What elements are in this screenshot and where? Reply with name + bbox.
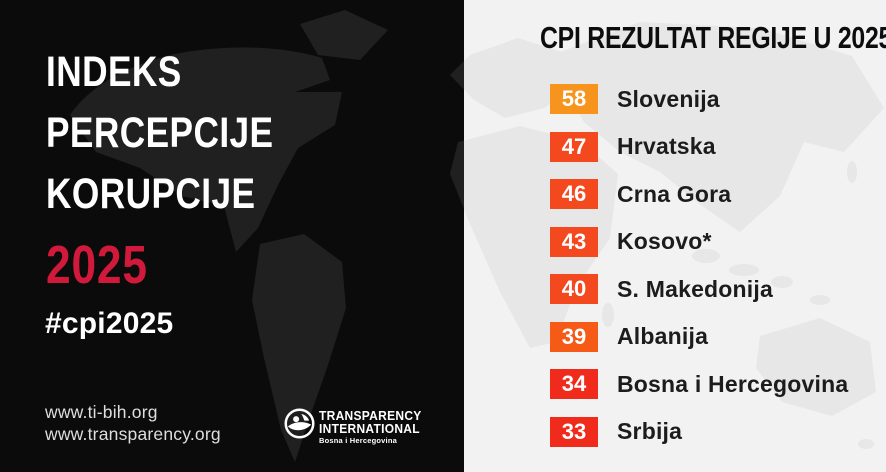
score-badge: 58 (550, 84, 598, 114)
score-badge: 39 (550, 321, 598, 352)
score-badge: 40 (550, 274, 598, 304)
country-label: Albanija (617, 323, 709, 349)
country-score-list: 58 Slovenija 47 Hrvatska 46 Crna Gora 43… (550, 84, 848, 464)
country-row: 58 Slovenija (550, 84, 848, 114)
url-transparency: www.transparency.org (45, 423, 221, 444)
score-badge: 33 (550, 416, 598, 447)
ti-logo-text: TRANSPARENCY INTERNATIONAL Bosna i Herce… (319, 410, 426, 446)
country-label: Bosna i Hercegovina (617, 370, 849, 397)
country-row: 43 Kosovo* (550, 226, 848, 257)
list-title: CPI REZULTAT REGIJE U 2025 (540, 20, 886, 55)
ti-logo-name-line2: INTERNATIONAL (319, 422, 420, 436)
page-title-line: INDEKS (46, 48, 182, 96)
ti-globe-icon (284, 408, 315, 439)
year-label: 2025 (46, 235, 148, 295)
score-badge: 47 (550, 131, 598, 162)
ti-logo-chapter: Bosna i Hercegovina (319, 436, 397, 445)
country-label: Srbija (617, 418, 683, 444)
page-title: INDEKS PERCEPCIJE KORUPCIJE (46, 42, 273, 225)
score-badge: 43 (550, 226, 598, 257)
hashtag-label: #cpi2025 (45, 307, 174, 340)
country-row: 33 Srbija (550, 416, 848, 447)
country-label: Kosovo* (617, 228, 712, 254)
country-row: 34 Bosna i Hercegovina (550, 369, 848, 399)
country-row: 46 Crna Gora (550, 179, 848, 209)
score-badge: 34 (550, 369, 598, 399)
url-ti-bih: www.ti-bih.org (45, 402, 158, 422)
country-label: Crna Gora (617, 180, 732, 207)
page-title-line: KORUPCIJE (46, 170, 256, 218)
ti-logo-name-line1: TRANSPARENCY (319, 409, 422, 423)
transparency-international-logo: TRANSPARENCY INTERNATIONAL Bosna i Herce… (284, 408, 426, 446)
website-urls: www.ti-bih.org www.transparency.org (45, 402, 221, 445)
score-badge: 46 (550, 179, 598, 209)
country-row: 47 Hrvatska (550, 131, 848, 162)
country-row: 40 S. Makedonija (550, 274, 848, 304)
page-title-line: PERCEPCIJE (46, 109, 274, 157)
country-label: Hrvatska (617, 133, 716, 159)
country-label: Slovenija (617, 85, 720, 112)
country-label: S. Makedonija (617, 275, 773, 302)
country-row: 39 Albanija (550, 321, 848, 352)
